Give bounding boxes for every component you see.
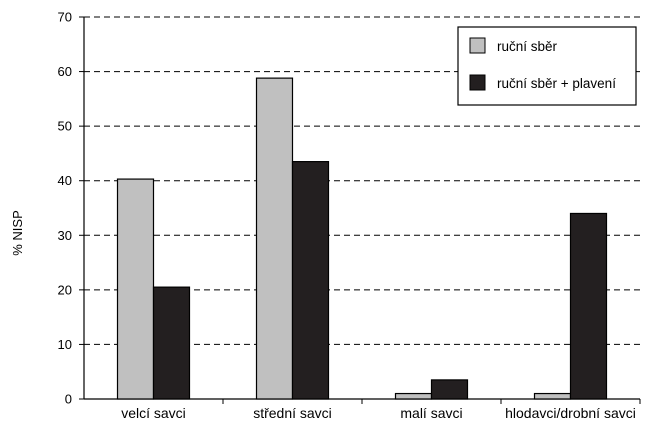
category-label-1: střední savci xyxy=(253,405,332,421)
legend-box xyxy=(457,26,637,106)
y-tick-label-10: 10 xyxy=(58,337,72,352)
bar-rucni-sber-1 xyxy=(255,77,294,400)
y-tick-labels: 0 10 20 30 40 50 60 70 xyxy=(58,10,72,407)
legend-swatch-rucni-sber xyxy=(469,37,486,54)
y-tick-label-60: 60 xyxy=(58,64,72,79)
y-tick-label-0: 0 xyxy=(65,392,72,407)
bars xyxy=(116,77,608,400)
legend: ruční sběr ruční sběr + plavení xyxy=(457,26,637,106)
y-tick-label-40: 40 xyxy=(58,173,72,188)
bar-rucni-sber-plaveni-1 xyxy=(291,161,330,400)
category-labels: velcí savci střední savci malí savci hlodav… xyxy=(121,405,636,421)
bar-rucni-sber-2 xyxy=(394,392,433,400)
category-label-2: malí savci xyxy=(400,405,462,421)
bar-rucni-sber-plaveni-2 xyxy=(430,379,469,400)
category-label-3: hlodavci/drobní savci xyxy=(505,405,636,421)
y-axis-title: % NISP xyxy=(10,210,25,256)
legend-swatch-rucni-sber-plaveni xyxy=(469,74,486,91)
y-tick-label-30: 30 xyxy=(58,228,72,243)
bar-rucni-sber-3 xyxy=(533,392,572,400)
legend-label-rucni-sber: ruční sběr xyxy=(497,39,558,54)
category-label-0: velcí savci xyxy=(121,405,186,421)
bar-rucni-sber-0 xyxy=(116,178,155,400)
y-tick-label-50: 50 xyxy=(58,119,72,134)
legend-label-rucni-sber-plaveni: ruční sběr + plavení xyxy=(497,76,616,91)
bar-rucni-sber-plaveni-3 xyxy=(569,212,608,400)
y-tick-label-70: 70 xyxy=(58,10,72,25)
y-tick-label-20: 20 xyxy=(58,282,72,297)
bar-rucni-sber-plaveni-0 xyxy=(152,286,191,400)
